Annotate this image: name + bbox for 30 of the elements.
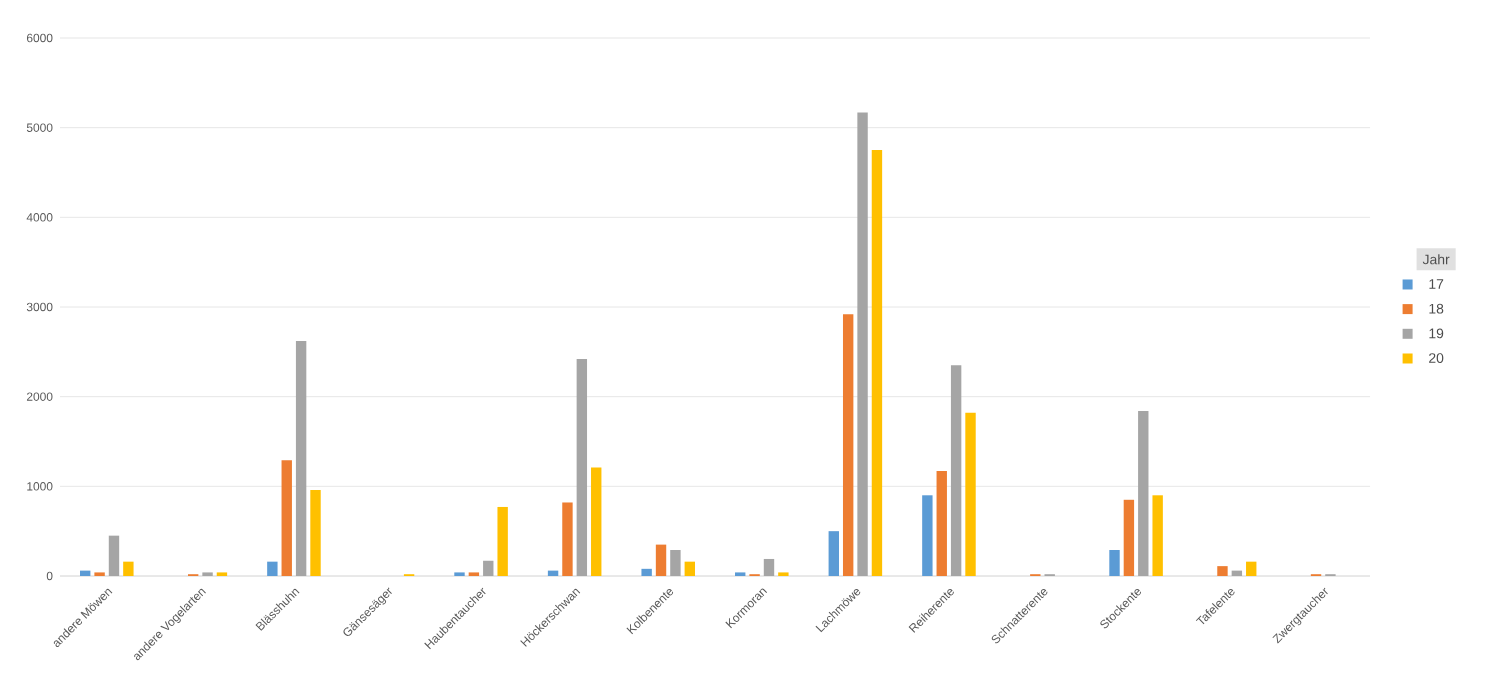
bar <box>842 314 854 576</box>
bar <box>562 502 573 576</box>
bar <box>828 531 839 576</box>
bar <box>641 568 652 576</box>
bar <box>950 365 962 576</box>
bar <box>670 550 681 576</box>
bar <box>684 561 695 576</box>
bar <box>576 359 588 576</box>
bar <box>922 495 933 576</box>
bar <box>123 561 134 576</box>
bar <box>267 561 278 576</box>
bar <box>871 150 883 576</box>
bar <box>936 471 947 576</box>
bar <box>1123 499 1135 576</box>
bar <box>655 544 667 576</box>
bar <box>1152 495 1163 576</box>
bar <box>295 341 307 576</box>
bar <box>763 558 775 576</box>
bar <box>1138 411 1149 576</box>
bar <box>497 506 508 576</box>
bar <box>108 535 120 576</box>
bar <box>1246 561 1257 576</box>
bar <box>1109 550 1120 576</box>
bar <box>1217 566 1228 576</box>
bar <box>310 489 321 576</box>
bar <box>281 460 292 576</box>
bar <box>591 467 602 576</box>
bar <box>965 412 976 576</box>
bar <box>483 560 494 576</box>
bar <box>857 112 868 576</box>
